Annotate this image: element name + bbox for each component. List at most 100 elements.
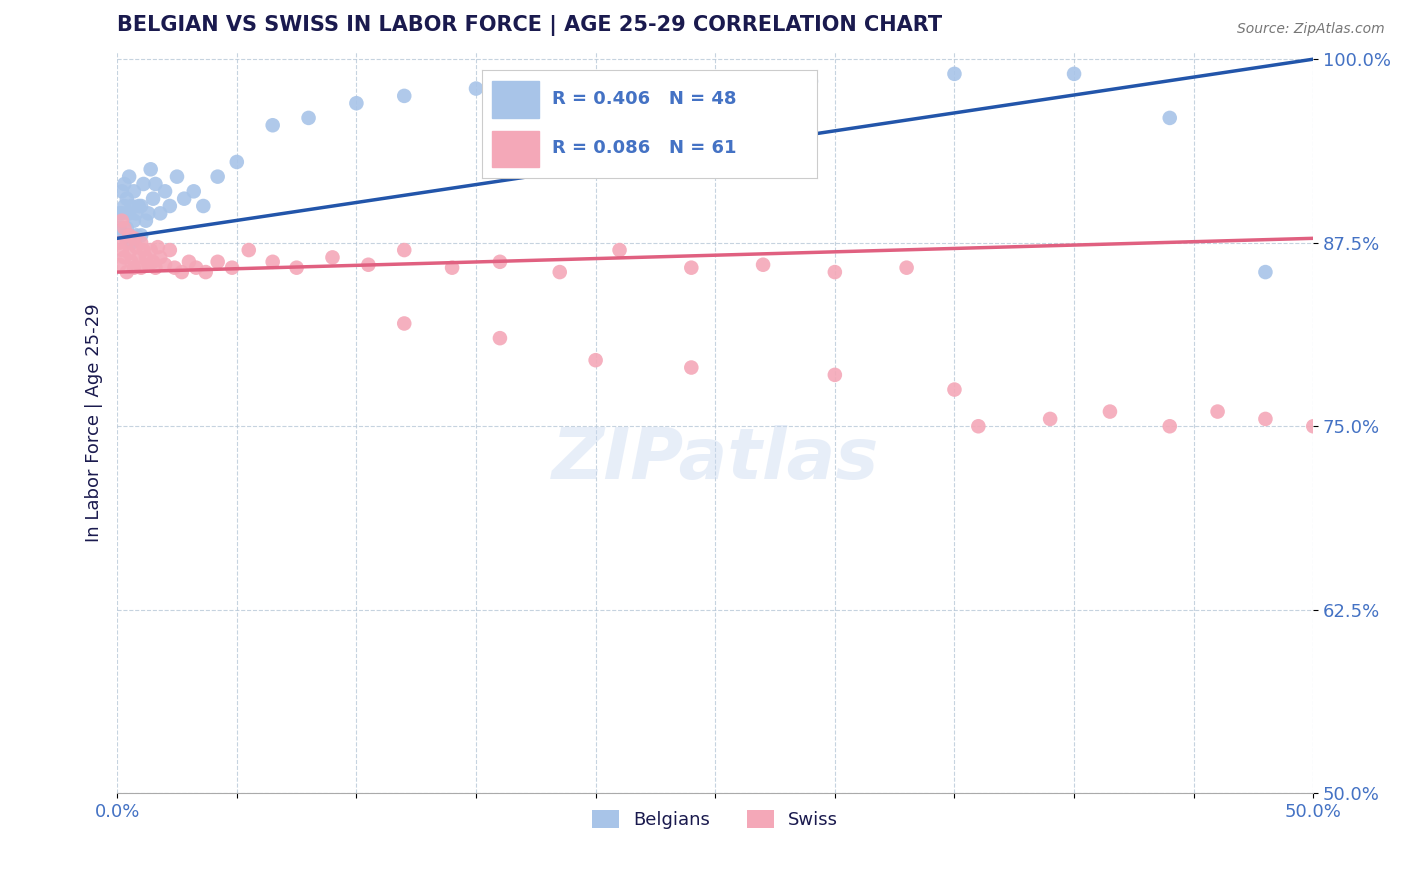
Point [194,265,217,279]
Point [262,255,284,269]
Point [173,192,195,206]
Point [118,228,141,243]
Point [122,260,145,275]
Point [108,258,131,272]
Point [132,243,155,257]
Point [121,255,143,269]
Point [115,235,138,250]
Legend: Belgians, Swiss: Belgians, Swiss [585,803,845,836]
Point [193,199,215,213]
Point [118,228,141,243]
Point [115,265,138,279]
Point [125,206,148,220]
Point [561,88,583,103]
Point [681,260,703,275]
Point [166,169,188,184]
Point [238,243,260,257]
Point [609,243,631,257]
Text: ZIPatlas: ZIPatlas [551,425,879,494]
Point [136,206,159,220]
Point [1039,412,1062,426]
Point [135,251,157,265]
Point [149,251,172,265]
Text: Source: ZipAtlas.com: Source: ZipAtlas.com [1237,22,1385,37]
Point [896,260,918,275]
Point [145,177,167,191]
Point [159,199,181,213]
Point [129,260,152,275]
Point [121,199,143,213]
Text: BELGIAN VS SWISS IN LABOR FORCE | AGE 25-29 CORRELATION CHART: BELGIAN VS SWISS IN LABOR FORCE | AGE 25… [117,15,942,36]
Point [184,260,207,275]
Point [118,246,141,260]
Point [129,199,152,213]
Point [121,235,143,250]
Point [142,192,165,206]
Point [548,265,571,279]
Point [125,228,148,243]
Point [489,331,512,345]
Point [159,243,181,257]
Point [128,251,150,265]
Point [153,258,176,272]
Point [128,199,150,213]
Point [170,265,193,279]
Point [321,251,343,265]
Point [112,177,135,191]
Point [111,213,134,227]
Point [207,169,229,184]
Point [142,255,165,269]
Point [1159,111,1181,125]
Point [225,155,247,169]
Point [163,260,186,275]
Point [489,255,512,269]
Point [585,353,607,368]
Point [139,162,162,177]
Point [125,240,148,254]
Point [465,81,488,95]
Point [111,206,134,220]
Point [129,235,152,250]
Point [681,74,703,88]
Point [118,206,141,220]
Point [145,260,167,275]
Point [183,184,205,198]
Point [132,177,155,191]
Point [112,221,135,235]
Point [967,419,990,434]
Point [149,206,172,220]
Point [221,260,243,275]
Point [122,184,145,198]
Point [1098,404,1121,418]
Point [824,265,846,279]
Point [1254,265,1277,279]
Point [441,260,464,275]
Y-axis label: In Labor Force | Age 25-29: In Labor Force | Age 25-29 [86,303,103,542]
Point [177,255,200,269]
Point [262,118,284,132]
Point [112,251,135,265]
Point [1206,404,1229,418]
Point [111,184,134,198]
Point [394,243,416,257]
Point [112,199,135,213]
Point [800,74,823,88]
Point [111,243,134,257]
Point [108,221,131,235]
Point [1063,67,1085,81]
Point [285,260,308,275]
Point [1159,419,1181,434]
Point [129,228,152,243]
Point [394,317,416,331]
Point [344,96,367,111]
Point [752,258,775,272]
Point [824,368,846,382]
Point [357,258,380,272]
Point [394,88,416,103]
Point [1302,419,1324,434]
Point [139,243,162,257]
Point [136,258,159,272]
Point [122,213,145,227]
Point [135,213,157,227]
Point [207,255,229,269]
